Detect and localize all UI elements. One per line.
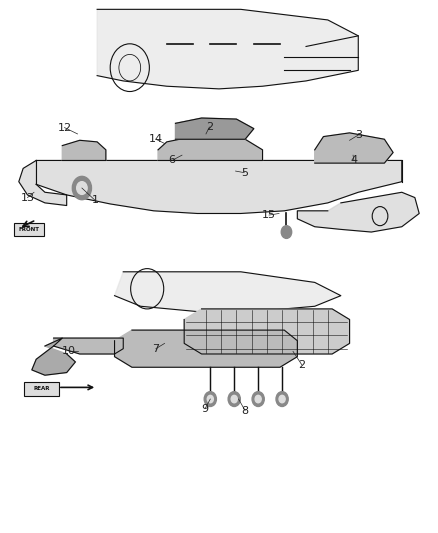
Polygon shape	[97, 10, 358, 89]
Text: 2: 2	[298, 360, 305, 369]
Text: 4: 4	[350, 156, 357, 165]
Circle shape	[228, 392, 240, 407]
Text: 7: 7	[152, 344, 159, 354]
FancyArrowPatch shape	[61, 385, 92, 390]
FancyBboxPatch shape	[25, 382, 59, 396]
Circle shape	[255, 395, 261, 403]
Polygon shape	[36, 160, 402, 214]
Text: 9: 9	[201, 403, 208, 414]
Text: REAR: REAR	[34, 386, 50, 391]
Text: 13: 13	[21, 192, 35, 203]
Text: 3: 3	[355, 130, 362, 140]
Text: FRONT: FRONT	[18, 227, 39, 232]
Text: 5: 5	[241, 168, 248, 177]
Polygon shape	[297, 192, 419, 232]
Polygon shape	[315, 133, 393, 163]
Text: 14: 14	[149, 134, 163, 144]
Polygon shape	[158, 135, 262, 160]
Polygon shape	[176, 118, 254, 139]
Polygon shape	[19, 160, 67, 206]
Text: 2: 2	[206, 122, 213, 132]
Circle shape	[279, 395, 285, 403]
Circle shape	[207, 395, 213, 403]
Circle shape	[231, 395, 237, 403]
Polygon shape	[32, 338, 75, 375]
Polygon shape	[115, 272, 341, 312]
Polygon shape	[62, 140, 106, 160]
Text: 12: 12	[57, 123, 71, 133]
Text: 1: 1	[92, 195, 99, 205]
Text: 6: 6	[169, 156, 176, 165]
Circle shape	[77, 182, 87, 195]
Text: 10: 10	[62, 346, 76, 357]
Polygon shape	[115, 330, 297, 367]
Text: 8: 8	[241, 406, 249, 416]
Polygon shape	[53, 338, 123, 354]
Circle shape	[72, 176, 92, 200]
Polygon shape	[184, 309, 350, 354]
Circle shape	[281, 225, 292, 238]
Circle shape	[252, 392, 264, 407]
Circle shape	[204, 392, 216, 407]
Circle shape	[276, 392, 288, 407]
Text: 15: 15	[262, 210, 276, 220]
FancyBboxPatch shape	[14, 223, 44, 236]
